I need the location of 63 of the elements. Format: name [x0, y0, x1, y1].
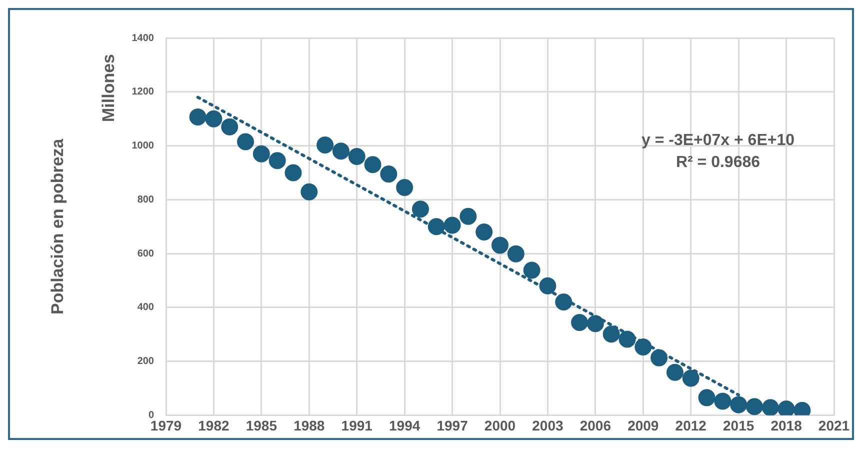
point: [412, 200, 429, 218]
point: [428, 218, 445, 236]
point: [221, 118, 238, 136]
x-tick-label: 1997: [436, 417, 468, 434]
point: [237, 133, 254, 150]
x-tick-label: 1982: [198, 417, 230, 434]
point: [364, 156, 382, 174]
point: [444, 216, 461, 234]
x-tick-label: 1985: [246, 417, 278, 434]
x-tick-label: 2000: [484, 417, 516, 434]
x-tick-label: 1988: [294, 417, 325, 434]
y-tick-label: 600: [137, 248, 154, 260]
point: [746, 398, 763, 416]
point: [507, 245, 524, 262]
point: [205, 110, 222, 128]
point: [268, 152, 286, 170]
point: [618, 330, 636, 348]
point: [571, 314, 588, 332]
x-tick-label: 1994: [388, 417, 420, 434]
point: [252, 145, 270, 162]
point: [380, 166, 398, 183]
y-tick-label: 200: [137, 356, 154, 368]
x-tick-label: 2018: [770, 417, 802, 434]
point: [602, 326, 620, 343]
point: [666, 364, 684, 381]
point: [460, 208, 477, 225]
point: [300, 183, 318, 200]
y-tick-label: 1400: [132, 32, 154, 44]
x-tick-label: 2021: [818, 417, 850, 434]
point: [650, 349, 668, 366]
point: [316, 136, 334, 154]
y-tick-label: 1000: [132, 140, 154, 152]
point: [714, 392, 732, 410]
point: [762, 399, 779, 416]
point: [698, 389, 716, 406]
text: Millones: [99, 53, 119, 124]
point: [284, 164, 302, 182]
x-tick-label: 2006: [580, 417, 612, 434]
y-tick-label: 800: [137, 194, 154, 206]
point: [332, 142, 350, 160]
annotation: R² = 0.9686: [674, 153, 762, 173]
point: [586, 315, 604, 332]
point: [476, 223, 493, 240]
point: [778, 400, 795, 416]
x-tick-label: 2003: [532, 417, 564, 434]
point: [492, 236, 508, 254]
x-tick-label: 2015: [722, 417, 754, 434]
annotation: y = -3E+07x + 6E+10: [640, 131, 796, 151]
point: [189, 108, 206, 126]
x-tick-label: 2009: [628, 417, 659, 434]
point: [523, 262, 540, 279]
point: [730, 396, 748, 414]
point: [634, 338, 652, 356]
x-tick-label: 2012: [675, 417, 707, 434]
point: [555, 294, 572, 311]
y-tick-label: 1200: [132, 86, 154, 98]
point: [348, 148, 366, 166]
y-tick-label: 400: [137, 302, 154, 314]
y-axis-title: Población en pobreza: [48, 138, 67, 314]
point: [396, 179, 414, 196]
point: [682, 370, 700, 387]
point: [539, 277, 556, 294]
x-tick-label: 1991: [341, 417, 373, 434]
